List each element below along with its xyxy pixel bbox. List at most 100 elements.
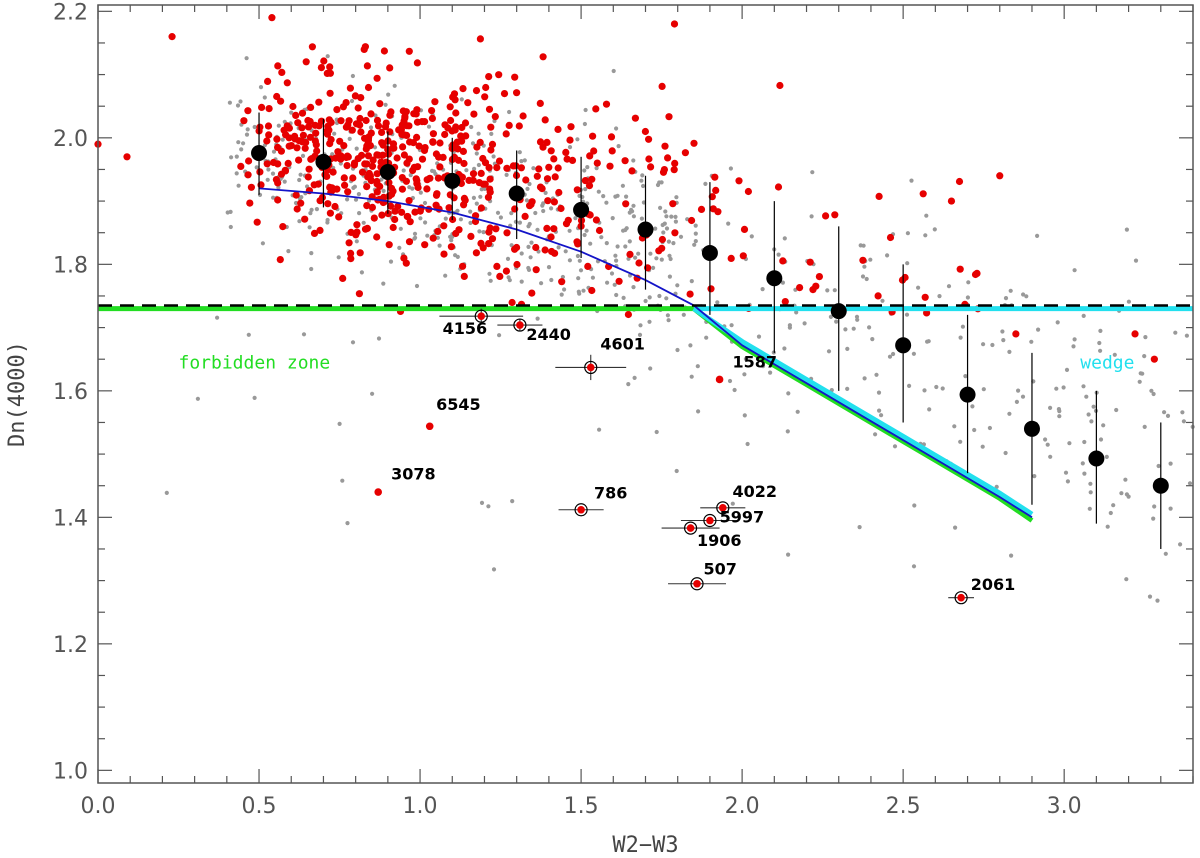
grey-point — [260, 241, 265, 246]
grey-point — [1180, 410, 1185, 415]
red-point — [459, 147, 467, 155]
grey-point — [1072, 337, 1077, 342]
red-point — [472, 87, 481, 95]
grey-point — [345, 521, 350, 526]
grey-point — [911, 351, 917, 356]
red-point — [608, 147, 616, 155]
grey-point — [280, 137, 285, 142]
grey-point — [1080, 461, 1085, 466]
red-point — [444, 124, 452, 132]
x-tick-label: 2.5 — [886, 794, 921, 819]
grey-point — [349, 98, 355, 104]
red-point — [293, 144, 301, 152]
grey-point — [270, 171, 276, 176]
red-point — [405, 197, 413, 205]
grey-point — [613, 253, 618, 258]
red-point — [658, 235, 667, 244]
grey-point — [582, 168, 587, 173]
grey-point — [1156, 463, 1161, 469]
red-point — [423, 185, 431, 193]
red-point — [294, 119, 302, 127]
grey-point — [519, 251, 524, 256]
red-point — [389, 223, 397, 232]
red-point — [543, 175, 552, 183]
red-point — [349, 174, 357, 182]
wedge-diagonal-line — [692, 306, 1034, 517]
red-point — [273, 135, 281, 143]
grey-point — [958, 439, 963, 444]
grey-point — [229, 155, 234, 160]
red-point — [462, 132, 470, 140]
source-label: 5997 — [720, 507, 765, 526]
grey-point — [489, 131, 494, 136]
grey-point — [594, 166, 599, 171]
red-point — [363, 142, 371, 150]
red-point — [304, 173, 312, 181]
red-point — [326, 63, 334, 71]
grey-point — [307, 225, 312, 230]
grey-point — [874, 372, 879, 377]
red-point — [279, 223, 287, 231]
red-point — [458, 137, 466, 145]
grey-point — [1104, 454, 1109, 459]
red-point — [541, 246, 549, 254]
red-point — [779, 257, 787, 265]
grey-point — [470, 141, 476, 146]
red-point — [557, 204, 565, 213]
red-point — [421, 118, 429, 126]
red-point — [555, 188, 563, 197]
grey-point — [604, 200, 609, 205]
red-point — [774, 183, 783, 191]
grey-point — [527, 181, 532, 187]
grey-point — [1111, 503, 1116, 508]
grey-point — [314, 207, 319, 212]
grey-point — [1087, 506, 1092, 511]
red-point — [449, 93, 457, 101]
grey-point — [851, 326, 856, 331]
red-point — [822, 212, 830, 220]
grey-point — [922, 388, 927, 393]
red-point — [398, 208, 406, 216]
grey-point — [1043, 437, 1048, 442]
grey-point — [1123, 477, 1128, 482]
red-point — [404, 213, 412, 221]
red-point — [357, 128, 365, 136]
binned-mean-point — [830, 303, 847, 320]
grey-point — [958, 335, 963, 340]
grey-point — [946, 284, 952, 289]
grey-point — [615, 193, 620, 198]
red-point — [550, 198, 559, 206]
grey-point — [802, 321, 807, 326]
red-point — [606, 162, 614, 170]
grey-point — [513, 219, 519, 224]
red-point — [344, 188, 352, 196]
grey-point — [398, 226, 403, 231]
red-point — [535, 165, 543, 173]
grey-point — [578, 268, 584, 273]
grey-point — [309, 207, 314, 212]
grey-point — [228, 224, 233, 230]
grey-point — [1021, 292, 1026, 297]
x-tick-label: 3.0 — [1047, 794, 1082, 819]
grey-point — [164, 490, 169, 495]
grey-point — [641, 183, 646, 189]
grey-point — [810, 170, 815, 175]
grey-point — [401, 168, 406, 173]
red-point — [996, 172, 1004, 180]
red-point — [670, 20, 679, 28]
axis-ticks — [97, 5, 1194, 783]
grey-point — [573, 216, 578, 221]
grey-point — [1001, 338, 1006, 343]
grey-point — [693, 231, 698, 236]
grey-point — [412, 236, 417, 241]
grey-point — [354, 146, 359, 151]
red-point — [532, 243, 540, 252]
grey-point — [414, 283, 420, 289]
grey-point — [246, 332, 251, 337]
grey-point — [854, 314, 860, 319]
red-point — [641, 127, 650, 136]
red-point — [347, 249, 355, 257]
source-label: 6545 — [436, 395, 481, 414]
red-point — [450, 194, 458, 202]
red-point — [274, 196, 282, 204]
